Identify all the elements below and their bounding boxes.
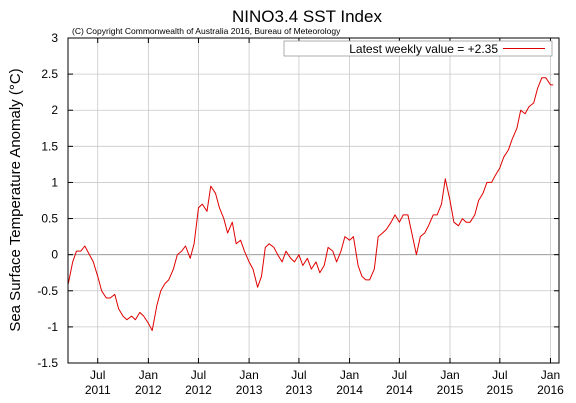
x-tick-month: Jul — [90, 368, 105, 382]
x-tick-year: 2014 — [336, 383, 363, 397]
x-tick-year: 2015 — [486, 383, 513, 397]
x-tick-month: Jan — [239, 368, 258, 382]
legend: Latest weekly value = +2.35 — [283, 40, 553, 57]
x-tick-month: Jul — [392, 368, 407, 382]
x-tick-year: 2012 — [135, 383, 162, 397]
x-tick-month: Jan — [139, 368, 158, 382]
chart-copyright: (C) Copyright Commonwealth of Australia … — [72, 26, 341, 36]
y-tick-label: -1.5 — [37, 356, 58, 370]
y-tick-label: 2.5 — [41, 67, 58, 81]
x-tick-year: 2011 — [85, 383, 111, 397]
series-line-nino34 — [67, 77, 554, 331]
x-tick-year: 2012 — [185, 383, 212, 397]
x-tick-year: 2015 — [437, 383, 464, 397]
x-tick-year: 2016 — [537, 383, 564, 397]
y-tick-label: 2 — [51, 103, 58, 117]
x-tick-year: 2013 — [236, 383, 263, 397]
y-axis-label-text: Sea Surface Temperature Anomaly (°C) — [7, 68, 24, 331]
y-tick-label: 3 — [51, 31, 58, 45]
y-tick-label: 1.5 — [41, 139, 58, 153]
x-tick-labels: Jul2011Jan2012Jul2012Jan2013Jul2013Jan20… — [85, 368, 564, 397]
legend-box — [283, 40, 553, 57]
y-tick-label: 1 — [51, 175, 58, 189]
x-tick-month: Jan — [440, 368, 459, 382]
x-tick-month: Jan — [541, 368, 560, 382]
x-tick-month: Jan — [340, 368, 359, 382]
x-tick-month: Jul — [191, 368, 206, 382]
grid-lines — [68, 38, 559, 363]
series-lines — [67, 77, 554, 331]
x-tick-month: Jul — [492, 368, 507, 382]
x-tick-year: 2013 — [286, 383, 313, 397]
y-tick-label: 0.5 — [41, 212, 58, 226]
x-tick-month: Jul — [291, 368, 306, 382]
y-axis-label: Sea Surface Temperature Anomaly (°C) — [7, 68, 24, 331]
y-tick-label: -0.5 — [37, 284, 58, 298]
y-tick-labels: -1.5 -1 -0.5 0 0.5 1 1.5 2 2.5 3 — [37, 31, 58, 370]
y-tick-label: -1 — [47, 320, 58, 334]
y-tick-label: 0 — [51, 248, 58, 262]
x-tick-year: 2014 — [386, 383, 413, 397]
plot-frame — [67, 37, 560, 364]
legend-label: Latest weekly value = +2.35 — [349, 42, 498, 56]
chart-title: NINO3.4 SST Index — [232, 7, 382, 26]
